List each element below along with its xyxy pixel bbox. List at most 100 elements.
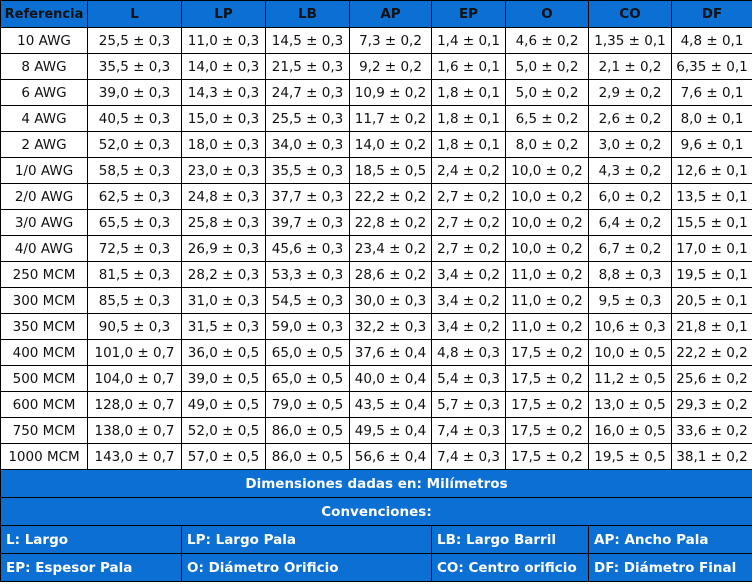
table-row: 4 AWG 40,5 ± 0,3 15,0 ± 0,3 25,5 ± 0,3 11,7 … (0, 105, 752, 132)
dimension-cell: 15,0 ± 0,3 (181, 105, 266, 132)
table-row: 2 AWG 52,0 ± 0,3 18,0 ± 0,3 34,0 ± 0,3 14,0 … (0, 131, 752, 158)
dimension-cell: 7,3 ± 0,2 (349, 27, 432, 54)
dimension-cell: 9,6 ± 0,1 (671, 131, 752, 158)
dimension-cell: 85,5 ± 0,3 (87, 287, 182, 314)
dimension-cell: 2,7 ± 0,2 (431, 209, 506, 236)
dimension-cell: 65,0 ± 0,5 (265, 339, 350, 366)
dimension-cell: 17,5 ± 0,2 (505, 417, 589, 444)
dimension-cell: 143,0 ± 0,7 (87, 443, 182, 470)
reference-cell: 10 AWG (0, 27, 88, 54)
reference-cell: 250 MCM (0, 261, 88, 288)
dimension-cell: 11,0 ± 0,2 (505, 313, 589, 340)
dimension-cell: 9,2 ± 0,2 (349, 53, 432, 80)
dimension-cell: 20,5 ± 0,1 (671, 287, 752, 314)
table-row: 10 AWG 25,5 ± 0,3 11,0 ± 0,3 14,5 ± 0,3 7,3 … (0, 27, 752, 54)
dimension-cell: 1,6 ± 0,1 (431, 53, 506, 80)
dimension-cell: 5,0 ± 0,2 (505, 53, 589, 80)
dimension-cell: 30,0 ± 0,3 (349, 287, 432, 314)
dimension-cell: 4,6 ± 0,2 (505, 27, 589, 54)
dimension-cell: 11,0 ± 0,2 (505, 287, 589, 314)
dimension-cell: 16,0 ± 0,5 (588, 417, 672, 444)
table-row: 400 MCM 101,0 ± 0,7 36,0 ± 0,5 65,0 ± 0,5 37… (0, 339, 752, 366)
header-co: CO (588, 0, 672, 28)
units-note: Dimensiones dadas en: Milímetros (0, 469, 752, 498)
units-row: Dimensiones dadas en: Milímetros (0, 469, 752, 498)
dimension-cell: 12,6 ± 0,1 (671, 157, 752, 184)
dimension-cell: 10,0 ± 0,2 (505, 209, 589, 236)
dimension-cell: 14,3 ± 0,3 (181, 79, 266, 106)
dimension-cell: 3,4 ± 0,2 (431, 313, 506, 340)
dimension-cell: 17,5 ± 0,2 (505, 339, 589, 366)
dimension-cell: 6,4 ± 0,2 (588, 209, 672, 236)
reference-cell: 4 AWG (0, 105, 88, 132)
dimension-cell: 65,5 ± 0,3 (87, 209, 182, 236)
dimension-cell: 1,8 ± 0,1 (431, 105, 506, 132)
dimension-cell: 15,5 ± 0,1 (671, 209, 752, 236)
convention-item: L: Largo (0, 525, 182, 554)
reference-cell: 1000 MCM (0, 443, 88, 470)
reference-cell: 400 MCM (0, 339, 88, 366)
dimension-cell: 35,5 ± 0,3 (87, 53, 182, 80)
reference-cell: 3/0 AWG (0, 209, 88, 236)
dimension-cell: 5,4 ± 0,3 (431, 365, 506, 392)
conventions-title-row: Convenciones: (0, 497, 752, 526)
table-row: 250 MCM 81,5 ± 0,3 28,2 ± 0,3 53,3 ± 0,3 28,… (0, 261, 752, 288)
header-l: L (87, 0, 182, 28)
dimension-cell: 5,0 ± 0,2 (505, 79, 589, 106)
header-row: Referencia L LP LB AP EP O CO DF (0, 0, 752, 28)
dimension-cell: 4,3 ± 0,2 (588, 157, 672, 184)
dimension-cell: 11,7 ± 0,2 (349, 105, 432, 132)
dimension-cell: 52,0 ± 0,3 (87, 131, 182, 158)
dimension-cell: 2,1 ± 0,2 (588, 53, 672, 80)
dimension-cell: 39,7 ± 0,3 (265, 209, 350, 236)
dimension-cell: 34,0 ± 0,3 (265, 131, 350, 158)
dimension-cell: 128,0 ± 0,7 (87, 391, 182, 418)
dimension-cell: 10,6 ± 0,3 (588, 313, 672, 340)
dimension-cell: 65,0 ± 0,5 (265, 365, 350, 392)
dimension-cell: 17,5 ± 0,2 (505, 365, 589, 392)
dimension-cell: 21,5 ± 0,3 (265, 53, 350, 80)
table-row: 3/0 AWG 65,5 ± 0,3 25,8 ± 0,3 39,7 ± 0,3 22,… (0, 209, 752, 236)
reference-cell: 300 MCM (0, 287, 88, 314)
dimension-cell: 25,5 ± 0,3 (87, 27, 182, 54)
dimension-cell: 54,5 ± 0,3 (265, 287, 350, 314)
dimension-cell: 6,5 ± 0,2 (505, 105, 589, 132)
dimension-cell: 39,0 ± 0,3 (87, 79, 182, 106)
dimension-cell: 57,0 ± 0,5 (181, 443, 266, 470)
dimension-cell: 7,4 ± 0,3 (431, 417, 506, 444)
dimension-cell: 7,4 ± 0,3 (431, 443, 506, 470)
table-row: 600 MCM 128,0 ± 0,7 49,0 ± 0,5 79,0 ± 0,5 43… (0, 391, 752, 418)
convention-item: DF: Diámetro Final (588, 553, 752, 582)
dimension-cell: 35,5 ± 0,3 (265, 157, 350, 184)
dimension-cell: 18,5 ± 0,5 (349, 157, 432, 184)
dimension-cell: 10,0 ± 0,5 (588, 339, 672, 366)
conventions-row: L: Largo LP: Largo Pala LB: Largo Barril… (0, 525, 752, 554)
dimension-cell: 53,3 ± 0,3 (265, 261, 350, 288)
convention-item: O: Diámetro Orificio (181, 553, 432, 582)
dimension-cell: 7,6 ± 0,1 (671, 79, 752, 106)
dimension-cell: 2,7 ± 0,2 (431, 235, 506, 262)
reference-cell: 6 AWG (0, 79, 88, 106)
dimension-cell: 49,0 ± 0,5 (181, 391, 266, 418)
dimension-cell: 23,4 ± 0,2 (349, 235, 432, 262)
dimension-cell: 32,2 ± 0,3 (349, 313, 432, 340)
reference-cell: 350 MCM (0, 313, 88, 340)
table-row: 750 MCM 138,0 ± 0,7 52,0 ± 0,5 86,0 ± 0,5 49… (0, 417, 752, 444)
dimension-cell: 26,9 ± 0,3 (181, 235, 266, 262)
reference-cell: 1/0 AWG (0, 157, 88, 184)
dimension-cell: 14,0 ± 0,3 (181, 53, 266, 80)
header-referencia: Referencia (0, 0, 88, 28)
dimension-cell: 17,5 ± 0,2 (505, 391, 589, 418)
dimension-cell: 10,0 ± 0,2 (505, 183, 589, 210)
dimension-cell: 72,5 ± 0,3 (87, 235, 182, 262)
dimension-cell: 10,0 ± 0,2 (505, 157, 589, 184)
convention-item: LB: Largo Barril (431, 525, 589, 554)
table-row: 1000 MCM 143,0 ± 0,7 57,0 ± 0,5 86,0 ± 0,5 5… (0, 443, 752, 470)
dimension-cell: 5,7 ± 0,3 (431, 391, 506, 418)
dimension-cell: 13,0 ± 0,5 (588, 391, 672, 418)
dimension-cell: 3,4 ± 0,2 (431, 287, 506, 314)
dimension-cell: 36,0 ± 0,5 (181, 339, 266, 366)
dimension-cell: 79,0 ± 0,5 (265, 391, 350, 418)
dimension-cell: 25,8 ± 0,3 (181, 209, 266, 236)
